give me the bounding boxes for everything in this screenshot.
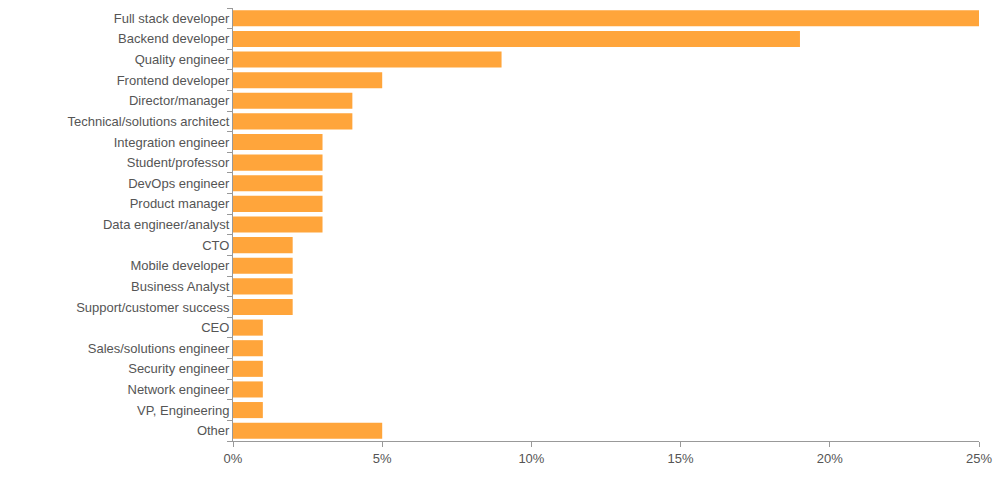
svg-text:Technical/solutions architect: Technical/solutions architect <box>68 114 230 129</box>
svg-text:20%: 20% <box>817 451 843 466</box>
svg-text:0%: 0% <box>224 451 243 466</box>
svg-text:Sales/solutions engineer: Sales/solutions engineer <box>88 341 230 356</box>
svg-text:VP, Engineering: VP, Engineering <box>137 403 229 418</box>
svg-text:Integration engineer: Integration engineer <box>114 135 230 150</box>
svg-text:Student/professor: Student/professor <box>127 155 230 170</box>
svg-text:Data engineer/analyst: Data engineer/analyst <box>103 217 230 232</box>
svg-text:CTO: CTO <box>202 238 229 253</box>
svg-text:Frontend developer: Frontend developer <box>117 73 230 88</box>
svg-text:10%: 10% <box>518 451 544 466</box>
svg-text:Business Analyst: Business Analyst <box>131 279 230 294</box>
svg-text:Mobile developer: Mobile developer <box>130 258 230 273</box>
svg-text:Quality engineer: Quality engineer <box>135 52 230 67</box>
svg-text:Security engineer: Security engineer <box>128 361 230 376</box>
svg-text:Other: Other <box>197 423 230 438</box>
svg-text:Full stack developer: Full stack developer <box>114 11 230 26</box>
svg-text:Product manager: Product manager <box>130 196 230 211</box>
svg-text:25%: 25% <box>966 451 992 466</box>
svg-text:5%: 5% <box>373 451 392 466</box>
svg-text:Network engineer: Network engineer <box>128 382 231 397</box>
svg-text:DevOps engineer: DevOps engineer <box>128 176 230 191</box>
svg-text:Director/manager: Director/manager <box>129 93 230 108</box>
svg-text:Support/customer success: Support/customer success <box>76 300 230 315</box>
svg-text:CEO: CEO <box>201 320 229 335</box>
svg-text:15%: 15% <box>668 451 694 466</box>
svg-text:Backend developer: Backend developer <box>118 31 230 46</box>
